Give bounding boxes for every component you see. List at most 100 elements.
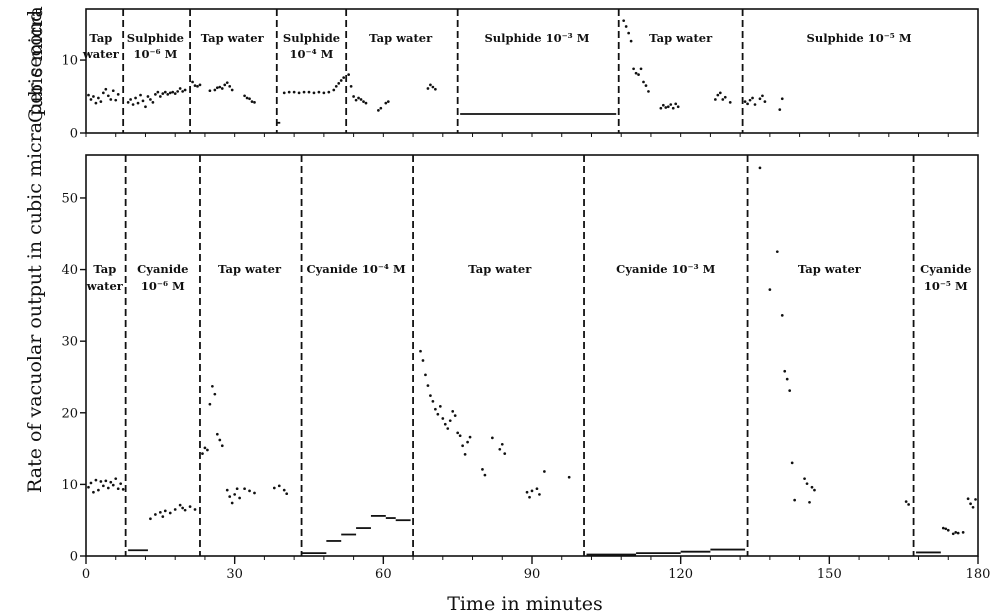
data-point: [193, 84, 197, 87]
data-point: [481, 468, 484, 471]
data-point: [426, 384, 430, 387]
data-point: [272, 486, 276, 490]
x-tick-label: 120: [668, 567, 693, 582]
data-point: [339, 79, 343, 82]
condition-label: Tap water: [649, 31, 713, 45]
data-point: [116, 487, 120, 491]
data-point: [538, 493, 541, 496]
data-point: [379, 106, 383, 110]
data-point: [213, 88, 217, 92]
data-point: [535, 487, 539, 491]
data-point: [676, 105, 680, 109]
data-point: [297, 91, 301, 95]
data-point: [161, 92, 165, 95]
data-point: [114, 98, 118, 102]
data-point: [793, 498, 796, 502]
data-point: [721, 98, 725, 101]
data-point: [235, 487, 239, 491]
data-point: [639, 67, 643, 71]
data-point: [528, 495, 531, 499]
data-point: [156, 90, 160, 94]
data-point: [101, 91, 105, 95]
data-point: [969, 502, 972, 506]
data-point: [543, 470, 546, 473]
data-point: [287, 90, 291, 94]
data-point: [419, 349, 422, 353]
data-point: [637, 73, 640, 76]
data-point: [431, 399, 435, 403]
data-point: [431, 85, 435, 89]
condition-label: Cyanide 10⁻⁶ M: [137, 262, 188, 293]
data-point: [503, 452, 507, 455]
data-point: [342, 76, 346, 79]
data-point: [567, 475, 571, 479]
data-point: [448, 419, 452, 423]
data-point: [775, 250, 779, 254]
data-point: [666, 105, 670, 109]
condition-label: Sulphide 10⁻³ M: [484, 31, 589, 45]
data-point: [106, 94, 110, 98]
data-point: [171, 90, 175, 94]
data-point: [198, 83, 202, 87]
data-point: [718, 91, 722, 95]
data-point: [780, 314, 784, 317]
data-point: [149, 517, 152, 521]
x-axis-label: Time in minutes: [447, 593, 603, 615]
data-point: [780, 97, 784, 101]
data-point: [211, 384, 214, 388]
data-point: [664, 106, 668, 109]
data-point: [647, 90, 650, 93]
data-point: [99, 480, 103, 483]
data-point: [491, 436, 494, 440]
data-point: [158, 510, 162, 514]
data-point: [671, 106, 675, 110]
condition-label: Cyanide 10⁻⁴ M: [306, 262, 405, 276]
data-point: [146, 95, 150, 98]
data-point: [218, 438, 222, 442]
data-point: [347, 73, 350, 76]
data-point: [116, 92, 120, 96]
data-point: [87, 485, 90, 489]
data-point: [322, 91, 326, 95]
data-point: [763, 100, 767, 103]
data-point: [213, 392, 217, 396]
data-point: [302, 90, 306, 94]
data-point: [248, 97, 251, 101]
data-point: [154, 513, 157, 516]
data-point: [354, 98, 358, 102]
data-point: [716, 93, 720, 97]
data-point: [230, 501, 234, 505]
data-point: [778, 108, 782, 112]
data-point: [131, 103, 135, 106]
data-point: [126, 101, 130, 104]
data-point: [364, 101, 368, 105]
data-point: [277, 484, 281, 488]
data-point: [669, 103, 673, 106]
data-point: [753, 103, 757, 106]
data-point: [904, 500, 908, 503]
data-point: [446, 427, 450, 430]
data-point: [426, 87, 430, 90]
data-point: [661, 103, 665, 107]
data-point: [109, 480, 113, 484]
data-point: [941, 526, 945, 530]
data-point: [466, 440, 469, 444]
data-point: [458, 434, 462, 438]
y-tick-label: 40: [61, 263, 78, 278]
data-point: [954, 531, 958, 534]
condition-label: Cyanide 10⁻³ M: [616, 262, 715, 276]
data-point: [97, 96, 100, 100]
data-point: [282, 91, 286, 95]
data-point: [463, 452, 467, 456]
data-point: [743, 100, 747, 103]
data-point: [225, 81, 229, 85]
data-point: [808, 500, 811, 504]
bottom-panel: 0 10 20 30 40 50 0 30 60 90 120 150 180 Tap water Cyani…: [61, 154, 990, 582]
data-point: [783, 369, 787, 373]
data-point: [956, 531, 960, 535]
data-point: [196, 84, 199, 88]
data-point: [178, 503, 182, 507]
data-point: [483, 473, 487, 477]
